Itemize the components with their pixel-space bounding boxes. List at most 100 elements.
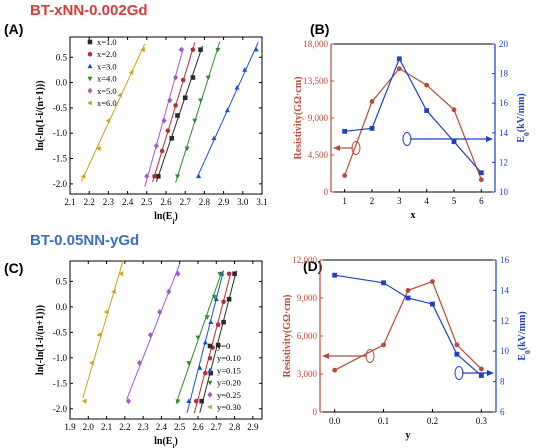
data-point bbox=[175, 113, 180, 118]
data-point bbox=[454, 351, 460, 357]
right-tick-label: 10 bbox=[499, 187, 509, 197]
data-point bbox=[215, 47, 221, 53]
data-point bbox=[213, 296, 219, 302]
y-tick-label: -0.5 bbox=[53, 103, 68, 113]
left-tick-label: 3,000 bbox=[297, 369, 318, 379]
data-point bbox=[96, 332, 102, 338]
resistivity-series bbox=[332, 279, 484, 373]
data-point bbox=[332, 272, 338, 278]
y-tick-label: -2.0 bbox=[53, 404, 68, 414]
data-point bbox=[208, 319, 214, 325]
left-tick-label: 13,500 bbox=[303, 76, 328, 86]
legend-marker bbox=[87, 51, 93, 57]
right-tick-label: 12 bbox=[500, 316, 509, 326]
right-tick-label: 14 bbox=[500, 285, 510, 295]
legend-entry: y=0.30 bbox=[217, 402, 241, 412]
legend-entry: x=6.0 bbox=[97, 98, 117, 108]
data-point bbox=[96, 145, 101, 151]
data-point bbox=[167, 97, 173, 104]
data-point bbox=[226, 271, 232, 277]
x-tick-label: 2.9 bbox=[247, 422, 259, 432]
series-y=0.25 bbox=[125, 263, 181, 405]
data-point bbox=[159, 148, 165, 154]
y-tick-label: -1.5 bbox=[53, 378, 68, 388]
data-point bbox=[128, 69, 134, 75]
x-tick-label: 2 bbox=[370, 196, 375, 206]
y-tick-label: -1.5 bbox=[53, 154, 68, 164]
data-point bbox=[215, 322, 221, 328]
x-tick-label: 2.2 bbox=[84, 197, 95, 207]
left-tick-label: 4,500 bbox=[308, 150, 329, 160]
x-tick-label: 2.2 bbox=[119, 422, 130, 432]
data-point bbox=[186, 361, 192, 366]
x-tick-label: 2.8 bbox=[199, 197, 211, 207]
series-x=5.0 bbox=[144, 46, 184, 187]
legend: y=0 y=0.10 y=0.15 y=0.20 y=0.25 y=0.30 bbox=[207, 341, 241, 412]
x-tick-label: 1 bbox=[342, 196, 347, 206]
data-point bbox=[215, 342, 221, 348]
x-axis-label: ln(Ei) bbox=[154, 211, 178, 226]
data-point bbox=[178, 46, 184, 53]
x-tick-label: 2.3 bbox=[138, 422, 150, 432]
e0-ellipse bbox=[402, 132, 412, 146]
dual-axis-panel-3: (D) 0.0 0.1 0.2 0.3 0 3,000 6,000 9,000 12,000 6 8 1… bbox=[282, 255, 532, 441]
series-y=0 bbox=[199, 270, 237, 413]
fit-line bbox=[199, 270, 237, 413]
x-tick-label: 2.7 bbox=[211, 422, 223, 432]
data-point bbox=[424, 82, 430, 88]
x-axis-label: ln(Ei) bbox=[154, 436, 178, 448]
data-point bbox=[205, 75, 211, 81]
fit-line bbox=[193, 272, 232, 414]
data-point bbox=[184, 146, 190, 152]
legend-marker bbox=[207, 355, 213, 361]
panel-label: (D) bbox=[303, 258, 322, 274]
data-point bbox=[198, 47, 203, 52]
series-x=6.0 bbox=[80, 43, 146, 182]
right-tick-label: 6 bbox=[500, 407, 505, 417]
series-line bbox=[334, 280, 482, 371]
x-tick-label: 0.2 bbox=[427, 416, 438, 426]
data-point bbox=[396, 66, 402, 72]
x-tick-label: 2.1 bbox=[64, 197, 75, 207]
dual-axis-panel-1: (B)1 2 3 4 5 604,5009,00013,50018,00010121416… bbox=[293, 21, 531, 221]
data-point bbox=[173, 74, 179, 81]
data-point bbox=[174, 174, 181, 180]
data-point bbox=[211, 135, 217, 141]
data-point bbox=[190, 75, 196, 80]
legend-entry: y=0.10 bbox=[217, 353, 241, 363]
data-point bbox=[451, 139, 457, 145]
x-tick-label: 2.4 bbox=[122, 197, 134, 207]
x-tick-label: 1.9 bbox=[64, 422, 76, 432]
y-tick-label: 0.5 bbox=[56, 52, 68, 62]
x-tick-label: 2.5 bbox=[141, 197, 153, 207]
data-point bbox=[140, 47, 145, 53]
data-point bbox=[430, 301, 435, 307]
left-axis-label: Resistivity(GΩ·cm) bbox=[293, 77, 304, 160]
data-point bbox=[169, 135, 175, 141]
weibull-panel-2: (C) 1.9 2.0 2.1 2.2 2.3 2.4 2.5 2.6 2.7 2.8 2.9 -2.0… bbox=[4, 260, 263, 448]
e0-series bbox=[342, 56, 484, 176]
x-tick-label: 3.0 bbox=[237, 197, 249, 207]
left-tick-label: 9,000 bbox=[297, 293, 318, 303]
data-point bbox=[193, 398, 199, 404]
right-tick-label: 10 bbox=[500, 346, 510, 356]
panel-label: (B) bbox=[310, 21, 329, 37]
fit-line bbox=[81, 43, 146, 182]
right-axis-label: E0(kV/mm) bbox=[517, 311, 532, 360]
left-tick-label: 6,000 bbox=[297, 331, 318, 341]
legend-marker bbox=[87, 63, 93, 69]
left-axis-label: Resistivity(GΩ·cm) bbox=[282, 295, 293, 378]
legend: x=1.0 x=2.0 x=3.0 x=4.0 x=5.0 x=6.0 bbox=[87, 37, 117, 108]
legend-entry: x=2.0 bbox=[97, 49, 117, 59]
section-title-top: BT-xNN-0.002Gd bbox=[30, 2, 148, 19]
data-point bbox=[196, 173, 202, 179]
legend-marker bbox=[207, 380, 213, 386]
data-point bbox=[234, 84, 240, 90]
data-point bbox=[136, 359, 143, 366]
x-tick-label: 2.3 bbox=[103, 197, 115, 207]
data-point bbox=[89, 360, 94, 366]
panel-label: (A) bbox=[4, 21, 23, 37]
x-tick-label: 3.1 bbox=[256, 197, 267, 207]
left-tick-label: 18,000 bbox=[303, 39, 328, 49]
data-point bbox=[182, 95, 188, 101]
